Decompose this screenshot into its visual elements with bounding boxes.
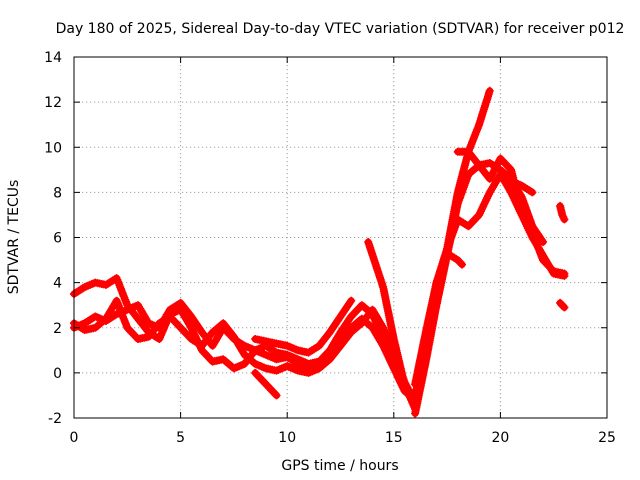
data-series	[70, 86, 569, 418]
series-track-10	[453, 147, 547, 246]
series-markers	[556, 298, 569, 312]
y-tick-label: 0	[53, 366, 62, 382]
chart-title: Day 180 of 2025, Sidereal Day-to-day VTE…	[56, 21, 625, 37]
series-markers	[556, 201, 569, 224]
y-tick-label: 14	[44, 50, 62, 66]
series-track-12	[443, 249, 466, 269]
x-tick-label: 20	[491, 430, 509, 446]
series-track-14	[556, 298, 569, 312]
series-track-9	[411, 170, 569, 389]
series-track-11	[507, 177, 537, 197]
series-markers	[453, 147, 547, 246]
x-tick-label: 5	[176, 430, 185, 446]
y-tick-label: 12	[44, 95, 62, 111]
series-markers	[251, 296, 356, 357]
x-tick-label: 10	[278, 430, 296, 446]
series-markers	[411, 170, 569, 389]
x-tick-label: 25	[598, 430, 616, 446]
y-tick-label: 10	[44, 140, 62, 156]
series-markers	[251, 368, 281, 400]
axis-ticks: 0 5 10 15 20 25 -2 0 2 4 6 8 10 12 14	[44, 50, 616, 446]
series-track-6	[364, 238, 420, 413]
x-tick-label: 15	[385, 430, 403, 446]
y-tick-label: 8	[53, 185, 62, 201]
y-tick-label: 6	[53, 231, 62, 247]
y-tick-label: -2	[48, 411, 62, 427]
series-markers	[364, 238, 420, 413]
series-track-5	[251, 368, 281, 400]
x-tick-label: 0	[70, 430, 79, 446]
y-axis-label: SDTVAR / TECUs	[6, 180, 22, 295]
series-track-4	[251, 296, 356, 357]
series-markers	[443, 249, 466, 269]
series-track-13	[556, 201, 569, 224]
x-axis-label: GPS time / hours	[281, 458, 398, 474]
y-tick-label: 4	[53, 276, 62, 292]
series-markers	[507, 177, 537, 197]
y-tick-label: 2	[53, 321, 62, 337]
